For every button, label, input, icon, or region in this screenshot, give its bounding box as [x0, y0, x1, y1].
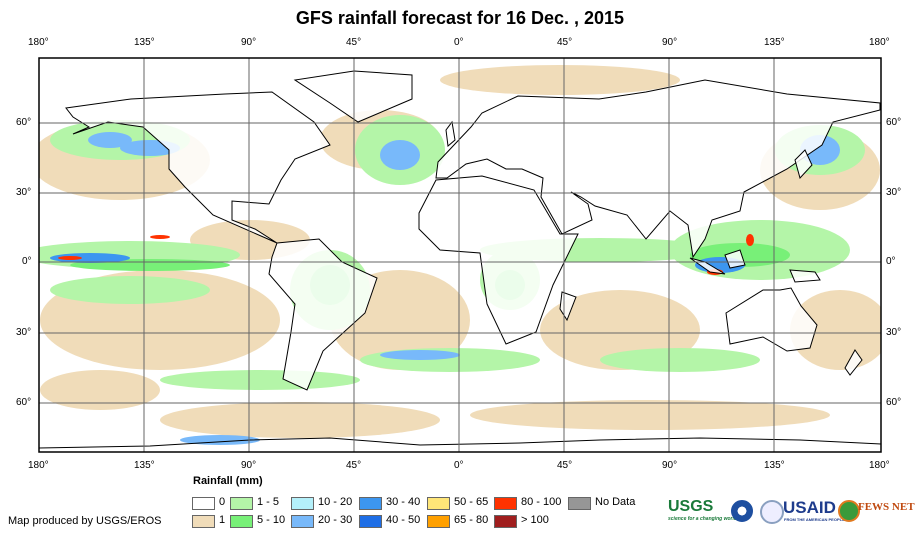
lat-label: 0°	[886, 256, 896, 267]
lon-label: 45°	[557, 37, 573, 48]
legend-label: 0	[219, 496, 226, 508]
lon-label: 180°	[869, 460, 890, 471]
lon-label: 135°	[764, 460, 785, 471]
lat-label: 60°	[886, 117, 902, 128]
legend-label: 1 - 5	[257, 496, 280, 508]
legend-label: 50 - 65	[454, 496, 489, 508]
lat-label: 60°	[16, 117, 32, 128]
credit-text: Map produced by USGS/EROS	[8, 515, 162, 527]
lon-label: 180°	[28, 37, 49, 48]
legend-swatch	[568, 497, 591, 510]
lon-label: 45°	[557, 460, 573, 471]
legend-swatch	[427, 497, 450, 510]
lat-label: 30°	[16, 327, 32, 338]
legend-label: 20 - 30	[318, 514, 353, 526]
legend-swatch	[230, 515, 253, 528]
rainfall-layer	[39, 58, 881, 452]
lat-label: 0°	[22, 256, 32, 267]
lon-label: 90°	[241, 460, 257, 471]
legend-label: 40 - 50	[386, 514, 421, 526]
legend-swatch	[230, 497, 253, 510]
legend-label: 5 - 10	[257, 514, 286, 526]
lon-label: 135°	[764, 37, 785, 48]
legend-swatch	[427, 515, 450, 528]
noaa-logo	[731, 500, 753, 522]
lon-label: 45°	[346, 37, 362, 48]
map-frame	[38, 57, 882, 453]
legend-swatch	[359, 515, 382, 528]
lat-label: 60°	[886, 397, 902, 408]
lon-label: 90°	[662, 460, 678, 471]
legend-swatch	[291, 497, 314, 510]
lon-label: 180°	[869, 37, 890, 48]
lon-label: 90°	[662, 37, 678, 48]
lon-label: 90°	[241, 37, 257, 48]
usaid-seal	[760, 500, 784, 524]
legend-swatch	[359, 497, 382, 510]
lat-label: 30°	[886, 187, 902, 198]
legend-label: No Data	[595, 496, 636, 508]
legend-label: > 100	[521, 514, 549, 526]
lon-label: 45°	[346, 460, 362, 471]
lon-label: 0°	[454, 460, 464, 471]
legend-swatch	[291, 515, 314, 528]
legend-swatch	[192, 515, 215, 528]
legend-swatch	[494, 515, 517, 528]
legend-label: 10 - 20	[318, 496, 353, 508]
graticule	[39, 58, 881, 452]
legend-swatch	[494, 497, 517, 510]
lat-label: 60°	[16, 397, 32, 408]
lon-label: 0°	[454, 37, 464, 48]
map-title: GFS rainfall forecast for 16 Dec. , 2015	[295, 8, 625, 28]
legend-swatch	[192, 497, 215, 510]
legend-title: Rainfall (mm)	[193, 475, 263, 487]
lon-label: 135°	[134, 37, 155, 48]
legend-label: 65 - 80	[454, 514, 489, 526]
legend-label: 30 - 40	[386, 496, 421, 508]
lat-label: 30°	[16, 187, 32, 198]
legend-label: 80 - 100	[521, 496, 562, 508]
lon-label: 135°	[134, 460, 155, 471]
legend-label: 1	[219, 514, 226, 526]
lon-label: 180°	[28, 460, 49, 471]
lat-label: 30°	[886, 327, 902, 338]
